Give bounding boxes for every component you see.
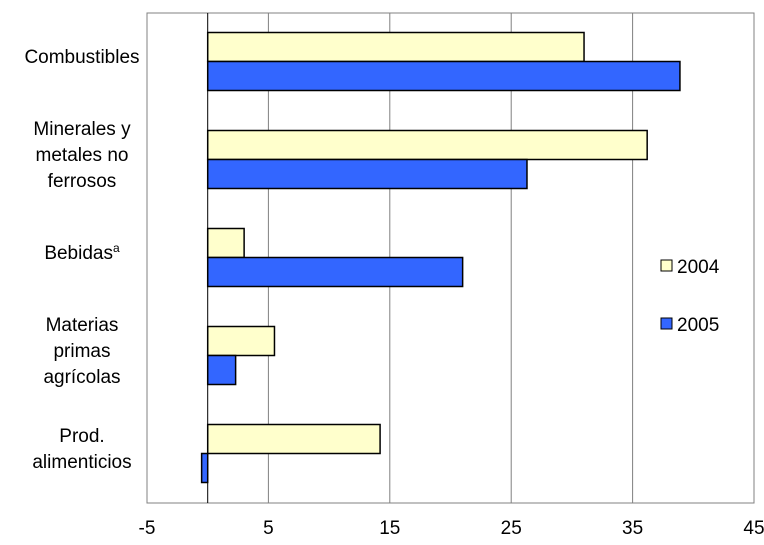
legend: 2004 2005 xyxy=(660,257,720,336)
category-label-2: Bebidasa xyxy=(44,241,120,264)
x-tick-label-0: -5 xyxy=(139,518,156,539)
bar-2005-0 xyxy=(206,60,681,92)
bar-2005-3 xyxy=(206,354,237,386)
bar-2004-4 xyxy=(206,423,381,455)
legend-swatch-2005 xyxy=(660,317,673,330)
bar-2004-0 xyxy=(206,31,585,63)
category-label-1: Minerales y metales no ferrosos xyxy=(33,119,131,192)
plot-area-border xyxy=(146,12,755,504)
x-tick-label-4: 35 xyxy=(622,518,643,539)
bar-2005-1 xyxy=(206,158,528,190)
x-tick-label-5: 45 xyxy=(743,518,764,539)
legend-label-2004: 2004 xyxy=(677,257,720,278)
category-labels: Combustibles Minerales y metales no ferroso… xyxy=(24,47,139,473)
legend-label-2005: 2005 xyxy=(677,315,719,336)
x-axis-tick-labels: -5 5 15 25 35 45 xyxy=(139,518,764,539)
bar-2005-4 xyxy=(200,452,209,484)
bar-2004-2 xyxy=(206,227,245,259)
legend-swatch-2004 xyxy=(660,259,673,272)
category-label-0: Combustibles xyxy=(24,47,139,68)
x-tick-label-1: 5 xyxy=(263,518,274,539)
bar-2004-3 xyxy=(206,325,276,357)
category-label-3: Materias primas agrícolas xyxy=(43,315,120,388)
x-tick-label-2: 15 xyxy=(379,518,400,539)
category-label-4: Prod. alimenticios xyxy=(32,426,131,473)
x-tick-label-3: 25 xyxy=(501,518,522,539)
bar-2005-2 xyxy=(206,256,464,288)
bar-2004-1 xyxy=(206,129,648,161)
bars xyxy=(200,31,681,484)
